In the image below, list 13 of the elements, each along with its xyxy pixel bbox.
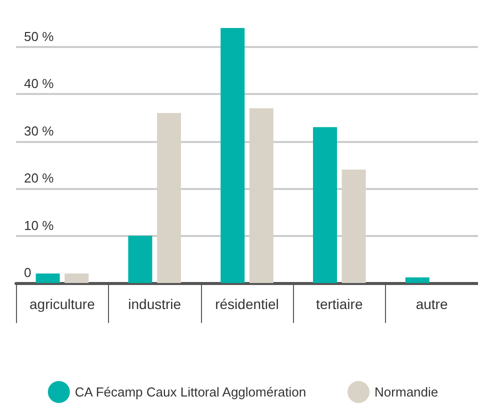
y-tick-label: 30 %: [24, 123, 54, 138]
y-tick-label: 40 %: [24, 76, 54, 92]
x-tick-label: industrie: [128, 296, 182, 312]
legend-label: Normandie: [374, 384, 438, 400]
x-tick-label: autre: [416, 296, 448, 312]
y-tick-label: 50 %: [24, 28, 54, 44]
legend-label: CA Fécamp Caux Littoral Agglomération: [74, 384, 306, 400]
y-tick-label: 10 %: [24, 218, 54, 233]
y-tick-label: 20 %: [24, 170, 54, 186]
x-tick-label: tertiaire: [316, 296, 363, 312]
x-tick-label: agriculture: [30, 296, 96, 312]
x-tick-label: résidentiel: [215, 296, 279, 312]
y-tick-label: 0: [24, 265, 32, 280]
